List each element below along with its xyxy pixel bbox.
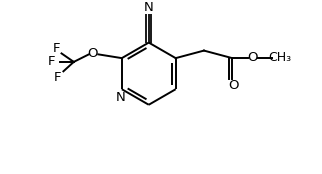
Text: N: N — [116, 91, 126, 104]
Text: O: O — [248, 51, 258, 64]
Text: N: N — [144, 1, 154, 14]
Text: F: F — [47, 55, 55, 68]
Text: F: F — [54, 71, 62, 84]
Text: O: O — [228, 79, 238, 92]
Text: CH₃: CH₃ — [269, 51, 292, 64]
Text: O: O — [87, 47, 98, 60]
Text: F: F — [53, 42, 61, 55]
